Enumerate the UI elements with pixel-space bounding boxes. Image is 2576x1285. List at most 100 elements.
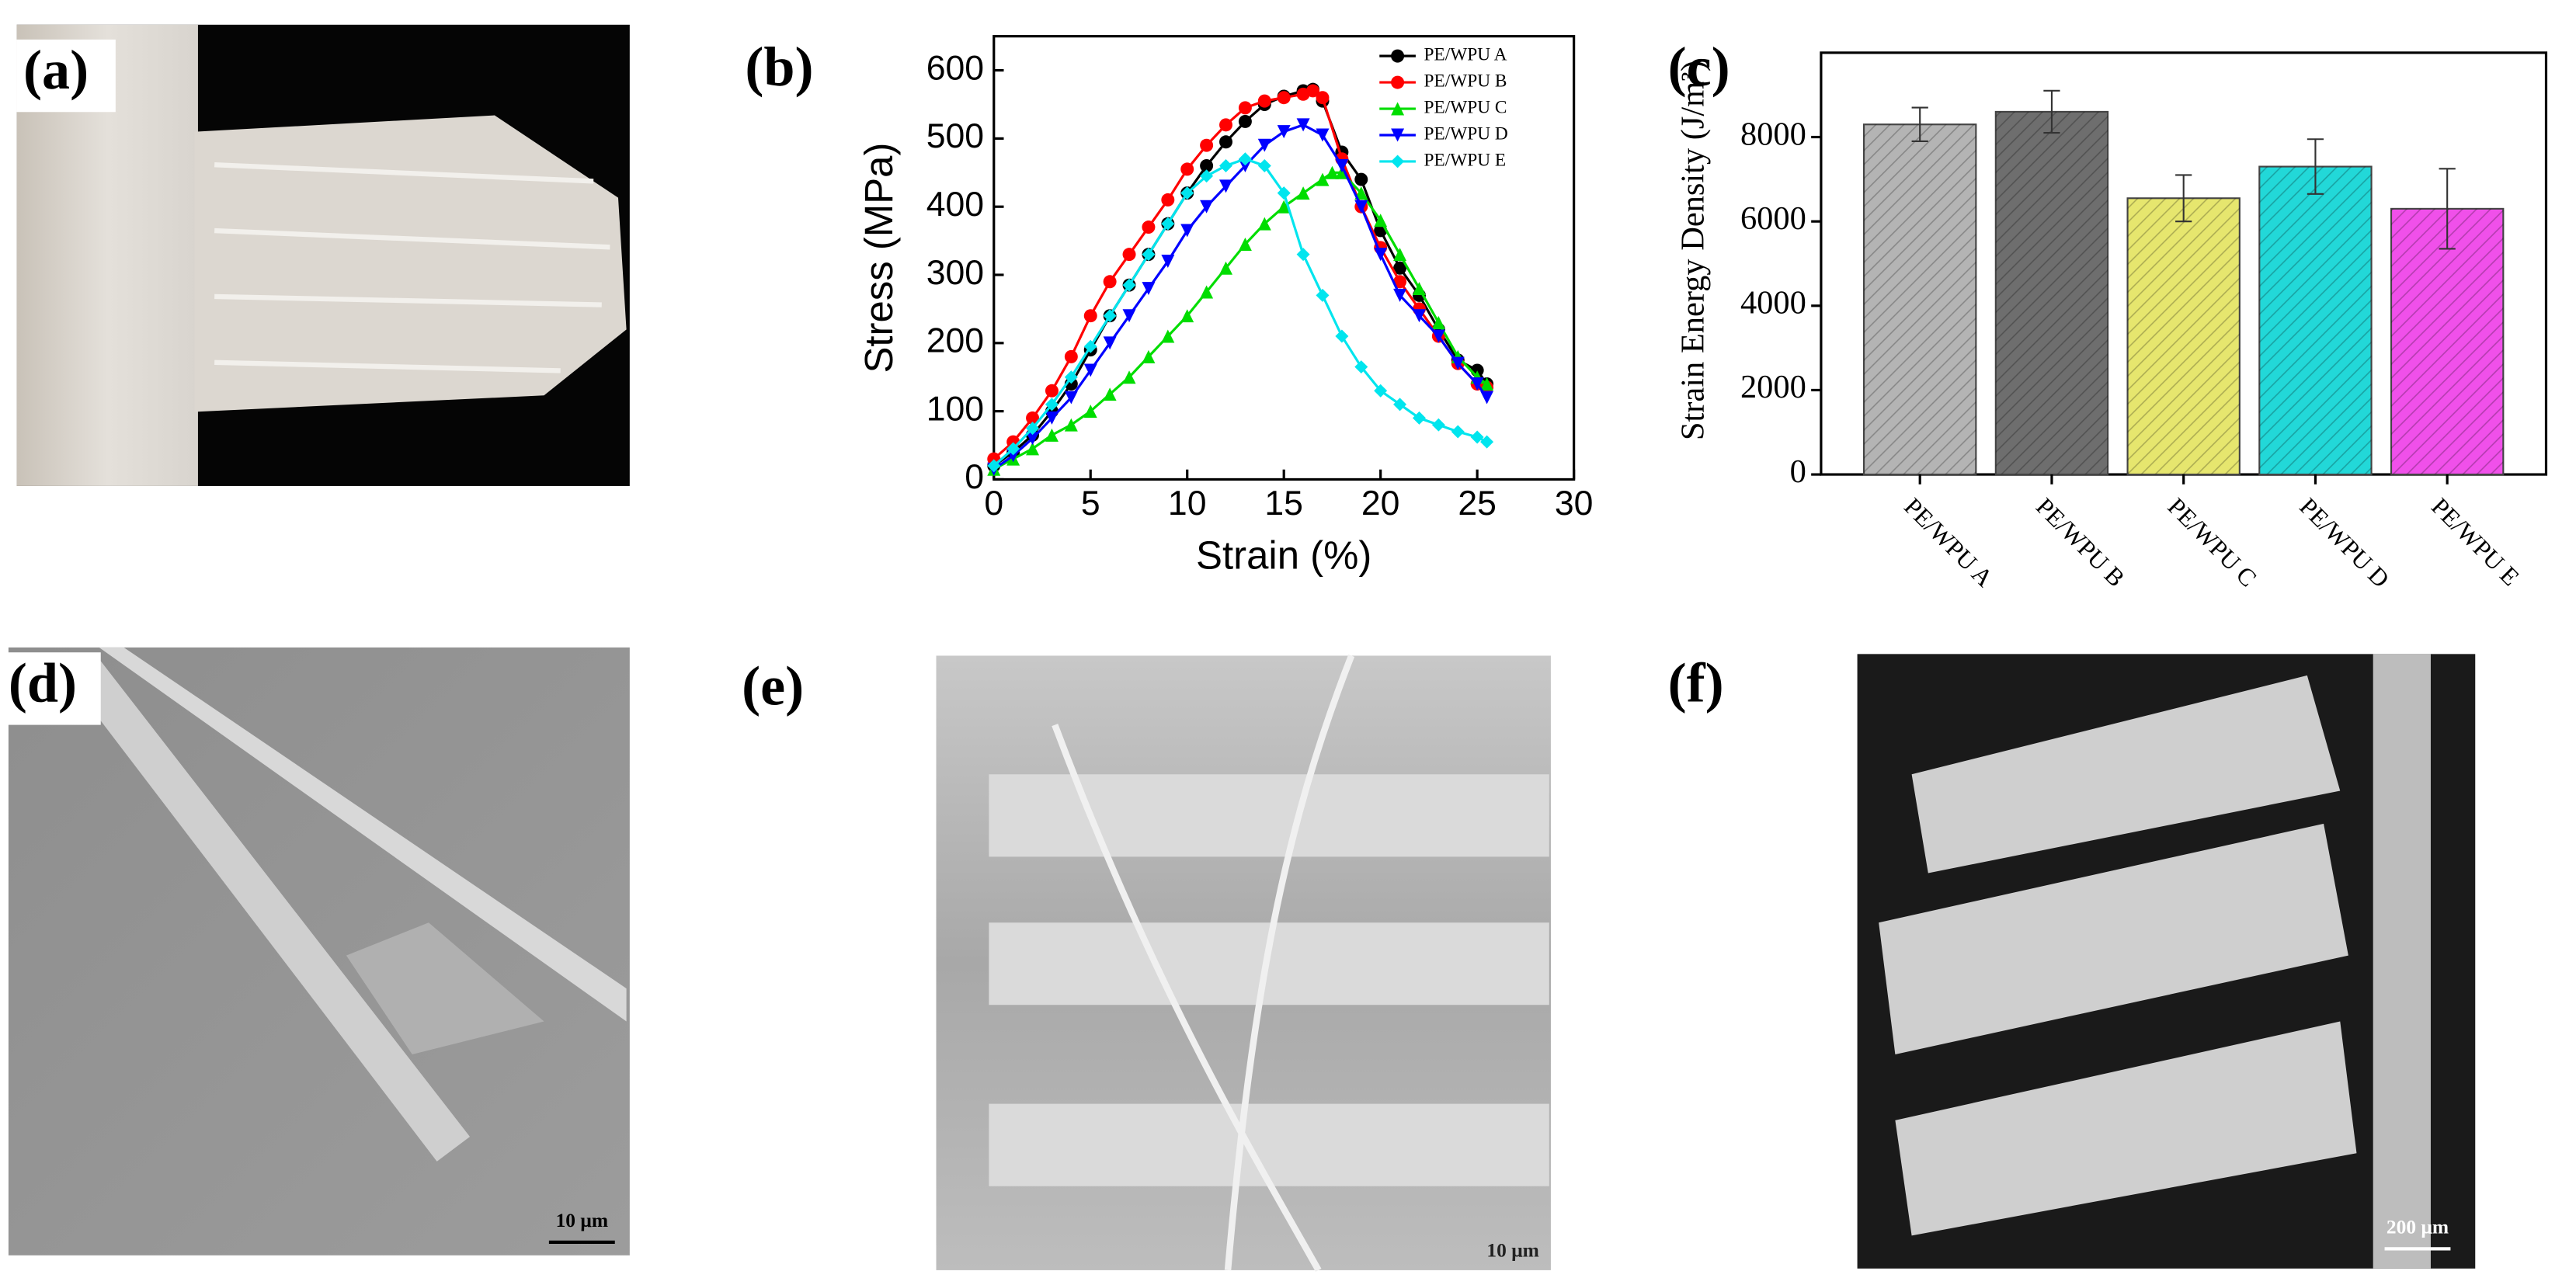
marker [1470,430,1484,444]
series-line [993,88,1488,467]
y-tick-label: 4000 [1740,285,1806,321]
series-line [993,171,1488,471]
y-tick-label: 0 [965,458,984,496]
x-tick-label: PE/WPU B [2031,493,2130,592]
marker [1393,398,1407,412]
marker [1064,349,1078,363]
y-tick-label: 8000 [1740,116,1806,152]
marker [1451,356,1465,370]
marker [1325,165,1339,179]
marker [1161,254,1175,268]
scale-bar-label: 10 μm [556,1209,608,1231]
y-tick-label: 300 [926,254,984,292]
legend-label: PE/WPU D [1424,123,1508,144]
marker [1142,221,1156,234]
marker [1316,172,1330,186]
marker [1412,309,1426,323]
marker [1393,288,1407,302]
marker [1006,442,1020,456]
marker [1354,200,1368,214]
error-bar [1911,106,1928,143]
marker [1257,138,1271,152]
x-tick-label: 20 [1361,484,1400,523]
marker [1374,384,1388,398]
bar-hatch [1864,124,1976,475]
photo-a [16,24,630,486]
bar-hatch [2391,208,2504,475]
panel-label: (d) [9,651,77,714]
marker [1180,162,1194,176]
marker [1238,114,1252,128]
marker [987,459,1001,473]
marker [1393,261,1407,275]
marker [1064,418,1078,432]
marker [1238,101,1252,115]
series-line [993,158,1488,467]
x-tick-label: 15 [1264,484,1303,523]
marker [1277,91,1291,105]
series-line [993,89,1488,460]
bar-hatch [2127,198,2240,475]
marker [1064,391,1078,405]
marker [1200,285,1214,299]
panel-label: (b) [745,36,813,98]
panel-label: (f) [1668,651,1724,714]
marker [1335,329,1349,343]
marker [1045,384,1059,398]
y-axis-label: Strain Energy Density (J/m³) [1674,61,1711,440]
x-tick-label: 5 [1081,484,1100,523]
legend-label: PE/WPU A [1424,45,1507,65]
marker [1354,360,1368,374]
marker [1200,138,1214,152]
marker [1431,329,1445,343]
x-tick-label: 30 [1555,484,1594,523]
marker [1374,248,1388,262]
error-bar [2307,138,2324,195]
marker [1219,159,1232,173]
x-tick-label: 25 [1458,484,1497,523]
y-tick-label: 500 [926,117,984,155]
x-tick-label: 10 [1168,484,1207,523]
marker [1306,84,1320,98]
scale-bar-label: 200 μm [2387,1216,2449,1238]
y-tick-label: 400 [926,186,984,224]
marker [1122,370,1136,384]
marker [1257,217,1271,231]
marker [1480,391,1494,405]
marker [1296,186,1310,200]
marker [1200,200,1214,214]
legend-label: PE/WPU B [1424,71,1507,91]
marker [1083,405,1097,418]
marker [1480,435,1494,449]
marker [1391,155,1405,168]
marker [1296,248,1310,262]
marker [1451,425,1465,439]
marker [1335,159,1349,173]
marker [1470,377,1484,391]
marker [1257,94,1271,108]
marker [1431,315,1445,329]
marker [1142,248,1156,262]
marker [1161,329,1175,343]
marker [1393,248,1407,262]
marker [1219,118,1232,132]
marker [1026,422,1040,436]
photo-e [936,654,1551,1272]
bar-chart: 0 2000 4000 6000 8000 Strain Energy Density (… [1674,51,2548,593]
marker [1180,309,1194,323]
marker [1391,49,1405,63]
y-tick-label: 6000 [1740,200,1806,237]
y-tick-label: 100 [926,390,984,428]
annotations: (a) (b) (c) (d) (e) (f) 10 μm 10 μm 200 μm [2,36,2449,1261]
x-tick-label: PE/WPU D [2294,493,2394,593]
error-bar [2439,168,2456,250]
panel-label: (e) [742,655,804,717]
marker [1122,248,1136,262]
marker [1142,282,1156,296]
marker [1238,152,1252,166]
marker [1412,282,1426,296]
marker [1180,224,1194,238]
label-background [2,652,101,725]
marker [1200,159,1214,173]
marker [1480,377,1494,391]
